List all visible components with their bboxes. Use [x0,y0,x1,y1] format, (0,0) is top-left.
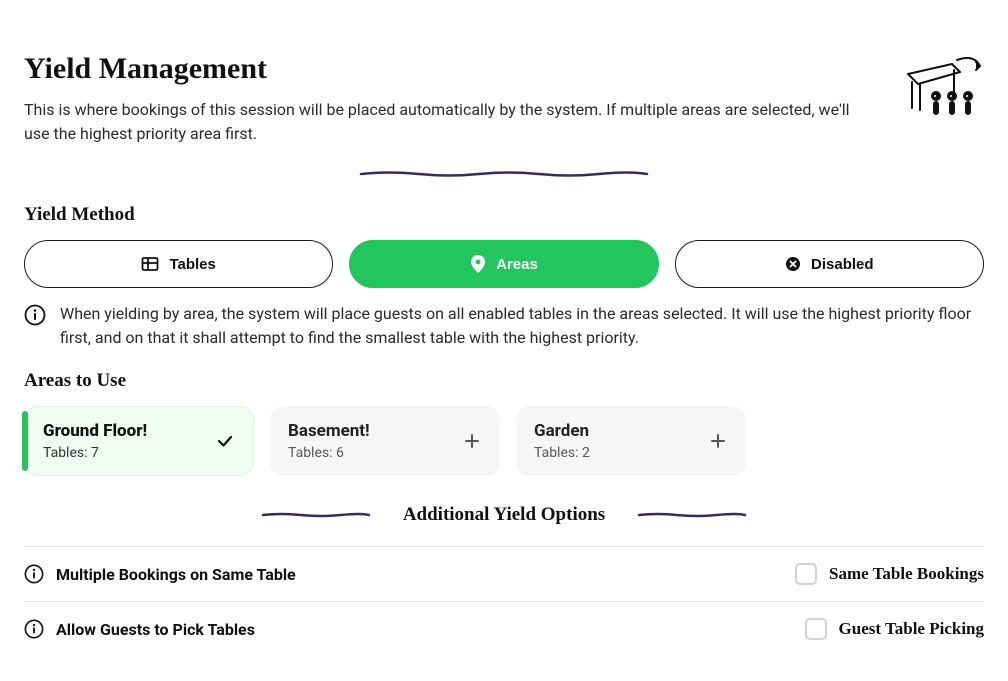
page-subtitle: This is where bookings of this session w… [24,98,862,146]
yield-method-selector: Tables Areas Disabled [24,240,984,288]
area-tables-count: Tables: 7 [43,445,147,461]
method-tables-label: Tables [169,256,215,273]
page-header: Yield Management This is where bookings … [24,52,984,146]
additional-options-title: Additional Yield Options [403,504,605,526]
table-queue-illustration [902,52,984,124]
plus-icon [462,431,482,451]
option-row-same-table: Multiple Bookings on Same Table Same Tab… [24,546,984,601]
method-areas-button[interactable]: Areas [349,240,658,288]
additional-options-header: Additional Yield Options [24,504,984,526]
option-label: Multiple Bookings on Same Table [56,565,296,584]
area-card-ground-floor[interactable]: Ground Floor! Tables: 7 [24,406,254,476]
method-tables-button[interactable]: Tables [24,240,333,288]
area-name: Garden [534,421,590,441]
area-card-garden[interactable]: Garden Tables: 2 [516,406,746,476]
squiggle-left [261,512,371,518]
areas-list: Ground Floor! Tables: 7 Basement! Tables… [24,406,984,476]
option-right-label: Guest Table Picking [839,619,984,639]
info-icon[interactable] [24,564,44,584]
method-disabled-button[interactable]: Disabled [675,240,984,288]
plus-icon [708,431,728,451]
method-disabled-label: Disabled [811,256,874,273]
method-areas-label: Areas [496,256,538,273]
page-title: Yield Management [24,52,862,86]
divider [24,170,984,178]
areas-heading: Areas to Use [24,370,984,392]
pin-icon [470,255,486,273]
area-name: Basement! [288,421,370,441]
area-tables-count: Tables: 6 [288,445,370,461]
yield-method-info-text: When yielding by area, the system will p… [60,302,984,350]
check-icon [215,431,235,451]
checkbox-same-table[interactable] [795,563,817,585]
area-name: Ground Floor! [43,421,147,441]
option-row-guest-pick: Allow Guests to Pick Tables Guest Table … [24,601,984,656]
checkbox-guest-pick[interactable] [805,618,827,640]
option-label: Allow Guests to Pick Tables [56,620,255,639]
table-icon [141,255,159,273]
squiggle-right [637,512,747,518]
x-circle-icon [785,256,801,272]
area-card-basement[interactable]: Basement! Tables: 6 [270,406,500,476]
info-icon [24,304,46,326]
info-icon[interactable] [24,619,44,639]
header-text-block: Yield Management This is where bookings … [24,52,902,146]
yield-method-info: When yielding by area, the system will p… [24,302,984,350]
yield-method-heading: Yield Method [24,204,984,226]
option-right-label: Same Table Bookings [829,564,984,584]
area-tables-count: Tables: 2 [534,445,590,461]
